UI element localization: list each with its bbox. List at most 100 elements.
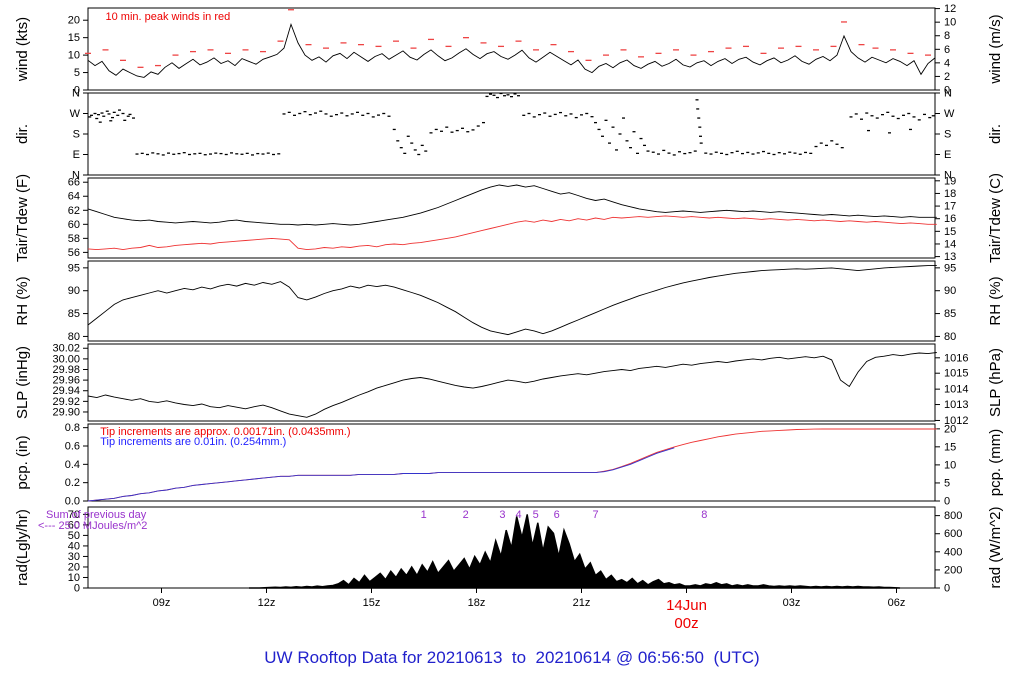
svg-text:29.98: 29.98 <box>52 364 80 376</box>
y-ticks-right-rh: 80 85 90 95 <box>935 262 956 343</box>
svg-text:0: 0 <box>74 85 80 97</box>
x-tick-label-date: 14Jun <box>666 597 707 614</box>
y-ticks-right-pcp: 0 5 10 15 20 <box>935 423 956 508</box>
svg-text:6: 6 <box>944 44 950 56</box>
y-axis-title-right-dir: dir. <box>987 124 1004 144</box>
panel-rh: 80 85 90 95 80 85 90 95 RH (%) RH (%) <box>14 260 1004 343</box>
svg-text:80: 80 <box>944 331 956 343</box>
x-tick-label: 15z <box>363 597 381 609</box>
svg-text:E: E <box>73 149 80 161</box>
svg-text:50: 50 <box>68 530 80 542</box>
svg-text:S: S <box>944 129 951 141</box>
y-axis-title-left-slp: SLP (inHg) <box>14 346 31 419</box>
svg-text:40: 40 <box>68 540 80 552</box>
svg-text:13: 13 <box>944 251 956 263</box>
y-axis-title-right-rad: rad (W/m^2) <box>987 506 1004 588</box>
annotation-pcp-1: Tip increments are 0.01in. (0.254mm.) <box>100 436 286 448</box>
panel-frame-dir <box>87 92 936 176</box>
svg-text:W: W <box>944 108 955 120</box>
svg-text:29.94: 29.94 <box>52 385 80 397</box>
y-ticks-right-rad: 0 200 400 600 800 <box>935 510 962 595</box>
svg-text:30.02: 30.02 <box>52 343 80 355</box>
svg-text:8: 8 <box>701 509 707 521</box>
y-ticks-left-temp: 56 58 60 62 64 66 <box>68 177 88 259</box>
y-ticks-right-wind: 0 2 46 810 12 <box>935 3 956 97</box>
y-ticks-left-rh: 80 85 90 95 <box>68 262 88 343</box>
svg-text:0.6: 0.6 <box>65 441 80 453</box>
svg-text:0: 0 <box>944 583 950 595</box>
svg-text:1015: 1015 <box>944 368 968 380</box>
svg-text:0.4: 0.4 <box>65 459 80 471</box>
svg-text:56: 56 <box>68 247 80 259</box>
svg-text:60: 60 <box>68 219 80 231</box>
svg-text:2: 2 <box>944 71 950 83</box>
panel-frame-pcp <box>87 423 936 502</box>
y-ticks-right-slp: 1012 1013 1014 1015 1016 <box>935 352 968 427</box>
panel-frame-wind <box>87 7 936 91</box>
svg-text:66: 66 <box>68 177 80 189</box>
annotation-rad-0: Sum of previous day <box>46 509 147 521</box>
svg-text:20: 20 <box>944 423 956 435</box>
svg-text:1013: 1013 <box>944 399 968 411</box>
svg-text:29.90: 29.90 <box>52 406 80 418</box>
x-tick-label: 18z <box>468 597 486 609</box>
svg-text:W: W <box>70 108 81 120</box>
svg-text:400: 400 <box>944 546 962 558</box>
y-axis-title-right-slp: SLP (hPa) <box>987 348 1004 417</box>
svg-text:20: 20 <box>68 15 80 27</box>
svg-text:0.2: 0.2 <box>65 477 80 489</box>
svg-text:58: 58 <box>68 233 80 245</box>
wind-speed-line <box>87 22 936 78</box>
svg-text:N: N <box>944 88 952 100</box>
svg-text:800: 800 <box>944 510 962 522</box>
x-tick-label: 03z <box>783 597 801 609</box>
y-axis-title-right-pcp: pcp. (mm) <box>987 429 1004 497</box>
panel-frame-rh <box>87 260 936 342</box>
rad-area <box>249 514 901 589</box>
svg-text:S: S <box>73 129 80 141</box>
svg-text:60: 60 <box>68 519 80 531</box>
svg-text:4: 4 <box>944 57 950 69</box>
x-tick-label-00z: 00z <box>674 615 698 632</box>
svg-text:N: N <box>944 170 952 182</box>
svg-text:85: 85 <box>68 308 80 320</box>
svg-text:8: 8 <box>944 30 950 42</box>
annotation-wind-0: 10 min. peak winds in red <box>106 11 231 23</box>
svg-text:15: 15 <box>944 441 956 453</box>
y-axis-title-left-rh: RH (%) <box>14 276 31 325</box>
svg-text:70: 70 <box>68 509 80 521</box>
svg-text:15: 15 <box>944 226 956 238</box>
wind-direction-scatter <box>88 92 935 156</box>
svg-text:5: 5 <box>74 67 80 79</box>
svg-text:1016: 1016 <box>944 352 968 364</box>
svg-text:N: N <box>72 88 80 100</box>
svg-text:17: 17 <box>944 201 956 213</box>
y-axis-title-right-rh: RH (%) <box>987 276 1004 325</box>
svg-text:600: 600 <box>944 528 962 540</box>
svg-text:0.0: 0.0 <box>65 496 80 508</box>
svg-text:90: 90 <box>68 285 80 297</box>
svg-text:3: 3 <box>499 509 505 521</box>
annotation-rad-1: <--- 25.0 MJoules/m^2 <box>38 520 147 532</box>
svg-text:64: 64 <box>68 191 80 203</box>
svg-text:1012: 1012 <box>944 415 968 427</box>
svg-text:95: 95 <box>68 262 80 274</box>
y-axis-title-left-temp: Tair/Tdew (F) <box>14 174 31 262</box>
svg-text:2: 2 <box>463 509 469 521</box>
panel-frame-slp <box>87 343 936 422</box>
panel-frame-temp <box>87 177 936 259</box>
svg-text:90: 90 <box>944 285 956 297</box>
svg-text:200: 200 <box>944 564 962 576</box>
svg-text:0.8: 0.8 <box>65 422 80 434</box>
svg-text:5: 5 <box>533 509 539 521</box>
svg-text:15: 15 <box>68 32 80 44</box>
wind-peaks-dashes <box>85 9 931 68</box>
